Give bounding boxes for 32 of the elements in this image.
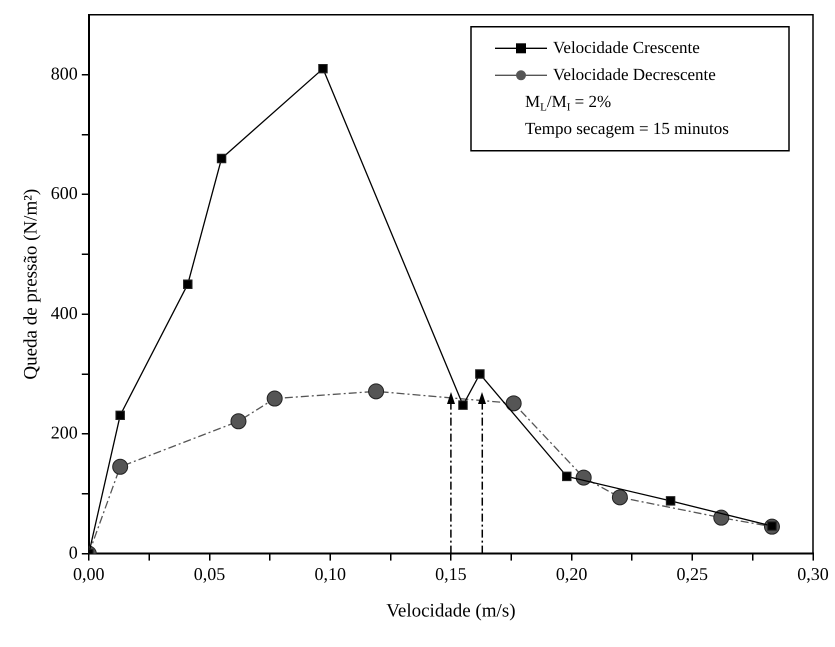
x-tick-label: 0,15: [435, 564, 467, 584]
point: [506, 395, 522, 412]
x-tick-label: 0,10: [314, 564, 346, 584]
point: [266, 390, 283, 407]
point: [713, 510, 730, 526]
point: [475, 369, 485, 379]
y-axis-title: Queda de pressão (N/m²): [20, 188, 42, 380]
point: [318, 64, 328, 74]
point: [230, 413, 246, 430]
point: [368, 383, 384, 400]
y-tick-label: 600: [50, 183, 78, 204]
y-tick-label: 800: [50, 63, 78, 84]
legend-label: Velocidade Crescente: [553, 38, 700, 57]
point: [666, 496, 676, 506]
point: [115, 410, 125, 420]
point: [612, 489, 628, 506]
x-tick-label: 0,05: [194, 564, 226, 584]
x-tick-label: 0,25: [676, 564, 708, 584]
legend-label: Velocidade Decrescente: [553, 64, 716, 84]
x-axis-title: Velocidade (m/s): [386, 600, 516, 622]
y-tick-label: 200: [50, 422, 78, 443]
x-tick-label: 0,00: [73, 564, 105, 584]
point: [458, 400, 468, 410]
x-tick-label: 0,30: [797, 564, 829, 584]
point: [216, 154, 226, 164]
x-tick-label: 0,20: [556, 564, 588, 584]
annotation: Tempo secagem = 15 minutos: [525, 118, 729, 138]
point: [183, 279, 193, 289]
point: [562, 472, 572, 482]
y-tick-label: 0: [68, 542, 78, 562]
point: [112, 458, 128, 475]
y-tick-label: 400: [50, 302, 78, 323]
